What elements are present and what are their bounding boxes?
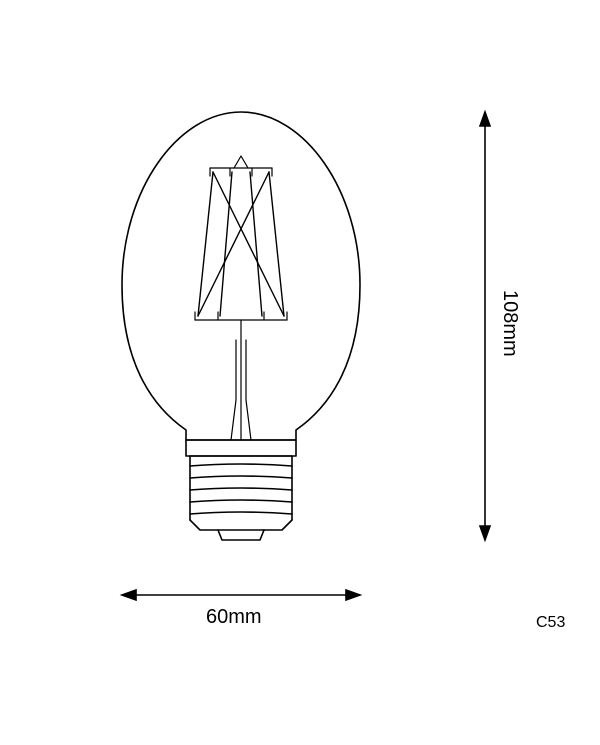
diagram-canvas: 60mm 108mm C53 — [0, 0, 600, 745]
bulb-collar — [186, 440, 296, 456]
width-dimension — [122, 590, 360, 600]
width-label: 60mm — [206, 606, 262, 629]
product-code: C53 — [536, 614, 565, 632]
filament-stem — [231, 320, 251, 440]
filament-support-bottom — [195, 312, 287, 320]
height-label: 108mm — [498, 290, 521, 357]
height-dimension — [480, 112, 490, 540]
bulb-base — [190, 456, 292, 540]
filament-strands — [198, 172, 284, 316]
filament-support-top — [210, 156, 272, 176]
bulb-drawing — [0, 0, 600, 745]
